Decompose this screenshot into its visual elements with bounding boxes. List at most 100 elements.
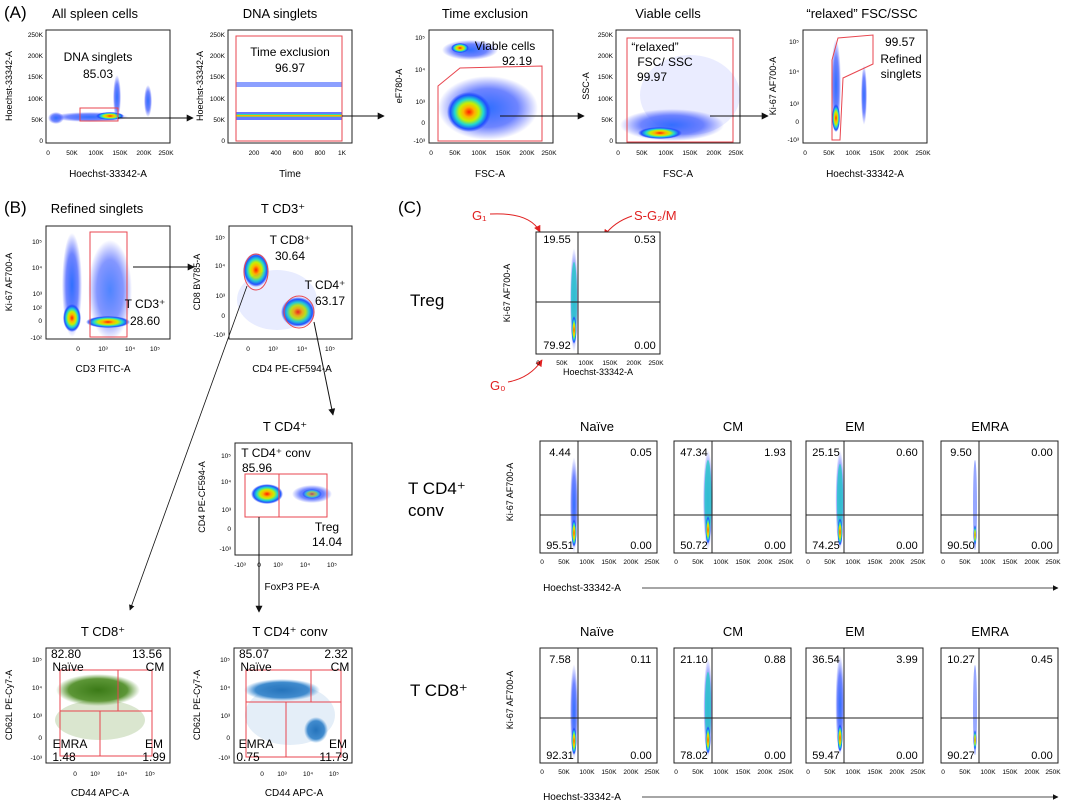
x-tick-label: 150K <box>495 150 511 157</box>
x-tick-label: 10³ <box>277 771 287 778</box>
x-axis-title: CD44 APC-A <box>71 788 130 799</box>
y-tick-label: 0 <box>795 119 799 126</box>
y-tick-label: 10² <box>33 305 43 312</box>
quadrant-name: EMRA <box>53 737 88 751</box>
quadrant-value: 0.00 <box>1031 447 1052 459</box>
quadrant-name: CM <box>331 660 350 674</box>
gate-label: FSC/ SSC <box>637 55 693 69</box>
plot-c-cd8-em: 36.54 3.99 59.47 0.00 <box>805 647 924 764</box>
gate-viable-cells <box>437 65 543 142</box>
x-tick-label: 600 <box>293 150 304 157</box>
quadrant-value: 0.00 <box>630 750 651 762</box>
y-tick-label: 10⁵ <box>220 657 230 664</box>
density-cluster <box>837 464 843 536</box>
x-tick-labels: 0 50K 100K 150K 200K 250K <box>616 150 744 157</box>
x-tick-label: 50K <box>556 360 568 367</box>
quadrant-value: 0.00 <box>1031 540 1052 552</box>
x-axis-title: Hoechst-33342-A <box>563 367 633 377</box>
density-cluster <box>144 85 152 117</box>
plot-frame <box>535 231 661 355</box>
gate-label: “relaxed” <box>631 40 678 54</box>
x-tick-label: 0 <box>941 769 945 776</box>
x-tick-label: 50K <box>558 559 570 566</box>
x-tick-label: 0 <box>76 346 80 353</box>
quadrant-value: 21.10 <box>680 654 708 666</box>
y-tick-label: 50K <box>31 117 43 124</box>
quadrant-value: 10.27 <box>947 654 975 666</box>
quadrant-value: 7.58 <box>549 654 570 666</box>
x-tick-label: 10⁵ <box>145 771 155 778</box>
x-tick-label: 100K <box>471 150 487 157</box>
y-axis-title: Hoechst-33342-A <box>4 51 14 121</box>
plot-t-cd3: T CD3⁺ T CD8⁺ 30.64 T CD4⁺ 63.17 CD8 BV7… <box>192 201 353 375</box>
row-label: T CD8⁺ <box>410 681 468 700</box>
density-cluster <box>447 92 491 132</box>
density-cluster <box>973 665 977 755</box>
x-tick-label: 50K <box>823 150 835 157</box>
x-tick-label: 100K <box>980 769 996 776</box>
plot-frame <box>673 647 792 764</box>
density-cluster <box>88 240 132 340</box>
subset-title: Naïve <box>580 419 614 434</box>
quadrant-value: 13.56 <box>132 647 162 661</box>
plot-title: T CD4⁺ conv <box>252 624 328 639</box>
x-tick-label: 0 <box>540 559 544 566</box>
density-cluster <box>973 730 977 750</box>
y-axis-title: CD4 PE-CF594-A <box>197 461 207 533</box>
gate-value: 85.03 <box>83 67 113 81</box>
density-cluster <box>96 112 124 120</box>
gate-time-exclusion <box>235 35 343 142</box>
y-tick-label: 10⁵ <box>32 239 42 246</box>
quadrant-value: 90.50 <box>947 540 975 552</box>
gate-value: 99.57 <box>885 35 915 49</box>
x-tick-label: 100K <box>845 559 861 566</box>
plot-viable-cells: Viable cells “relaxed” FSC/ SSC 99.97 SS… <box>581 6 744 180</box>
x-tick-label: 100K <box>578 360 594 367</box>
x-tick-label: 10⁴ <box>303 771 313 778</box>
quadrant-value: 9.50 <box>950 447 971 459</box>
subset-title: CM <box>723 419 743 434</box>
x-tick-label: 800 <box>315 150 326 157</box>
gate-value: 85.96 <box>242 461 272 475</box>
y-tick-label: 0 <box>38 735 42 742</box>
row-label: Treg <box>410 291 444 310</box>
x-tick-label: 200K <box>893 150 909 157</box>
plot-relaxed-fsc-ssc: “relaxed” FSC/SSC 99.57 Refined singlets… <box>768 6 931 180</box>
x-tick-label: 150K <box>735 559 751 566</box>
y-axis-title: Hoechst-33342-A <box>195 51 205 121</box>
x-tick-label: 10⁵ <box>325 346 335 353</box>
plot-frame <box>940 440 1059 554</box>
y-tick-label: 10³ <box>221 713 231 720</box>
plot-title: T CD8⁺ <box>81 624 125 639</box>
x-tick-label: 0 <box>941 559 945 566</box>
x-tick-label: 150K <box>867 559 883 566</box>
density-cluster <box>837 724 843 752</box>
gate-label: T CD8⁺ <box>270 233 311 247</box>
x-tick-label: 50K <box>824 559 836 566</box>
gate-value: 28.60 <box>130 314 160 328</box>
x-axis-title: CD3 FITC-A <box>76 364 131 375</box>
quadrant-name: EM <box>145 737 163 751</box>
density-cluster <box>302 489 322 499</box>
quadrant-value: 0.75 <box>236 750 260 764</box>
x-tick-label: 200K <box>889 559 905 566</box>
y-tick-label: -10³ <box>30 755 42 762</box>
quadrant-name: CM <box>146 660 165 674</box>
y-axis-title: eF780-A <box>394 69 404 104</box>
plot-time-exclusion: Time exclusion Viable cells 92.19 eF780-… <box>394 6 557 180</box>
x-axis-title: Hoechst-33342-A <box>826 169 904 180</box>
y-tick-label: 10⁵ <box>32 657 42 664</box>
x-tick-label: 50K <box>558 769 570 776</box>
quadrant-value: 50.72 <box>680 540 708 552</box>
y-axis-title: Ki-67 AF700-A <box>502 264 512 323</box>
x-tick-labels: 200 400 600 800 1K <box>249 150 347 157</box>
plot-title: Refined singlets <box>51 201 144 216</box>
x-tick-label: 250K <box>644 559 660 566</box>
plot-frame <box>539 647 658 764</box>
x-tick-label: 50K <box>66 150 78 157</box>
y-axis-title: CD62L PE-Cy7-A <box>4 670 14 740</box>
y-tick-label: 250K <box>210 32 226 39</box>
density-cluster <box>245 685 335 745</box>
plot-frame <box>539 440 658 554</box>
quadrant-value: 0.00 <box>764 540 785 552</box>
